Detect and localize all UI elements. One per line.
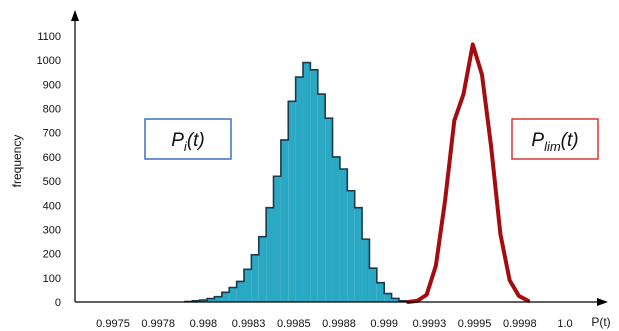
histogram-bar (207, 298, 215, 302)
y-tick-label: 400 (43, 200, 61, 212)
histogram-bar (325, 118, 333, 302)
y-tick-label: 600 (43, 152, 61, 164)
x-axis-title: P(t) (591, 315, 610, 329)
histogram-bar (221, 292, 230, 302)
histogram-bar (236, 281, 244, 302)
histogram-bar (376, 282, 385, 302)
x-tick-label: 0.999 (370, 318, 398, 330)
legend-pi-box (144, 118, 232, 160)
legend-pi-sub: i (184, 139, 188, 154)
y-tick-label: 700 (43, 128, 61, 140)
y-tick-label: 1000 (37, 55, 61, 67)
histogram-bar (347, 190, 355, 302)
legend-plim-base: P (531, 130, 544, 151)
histogram-bar (273, 176, 281, 302)
limit-curve-line (406, 42, 531, 304)
histogram-bar (369, 268, 377, 302)
axes (71, 10, 608, 306)
histogram-bars (184, 61, 408, 303)
histogram-bar (354, 207, 363, 302)
legend-plim-suffix: (t) (561, 130, 579, 151)
x-tick-label: 0.998 (190, 318, 218, 330)
x-tick-label: 0.9993 (413, 318, 447, 330)
histogram-bar (384, 293, 392, 302)
y-tick-label: 200 (43, 249, 61, 261)
histogram-outline (184, 61, 408, 303)
legend-pi-base: P (171, 130, 184, 151)
histogram-bar (280, 139, 289, 302)
y-tick-label: 300 (43, 224, 61, 236)
legend-plim-box (511, 118, 599, 160)
y-axis-arrow (71, 10, 79, 21)
y-tick-label: 500 (43, 176, 61, 188)
histogram-bar (317, 94, 326, 302)
histogram-bar (295, 77, 304, 302)
limit-curve (406, 42, 531, 304)
x-tick-label: 0.9998 (503, 318, 537, 330)
x-tick-label: 0.9983 (232, 318, 266, 330)
histogram-bar (258, 236, 267, 302)
legend-pi: Pi(t) (144, 118, 232, 160)
y-tick-label: 100 (43, 273, 61, 285)
histogram-bar (266, 207, 274, 302)
legend-plim: Plim(t) (511, 118, 599, 160)
tick-labels: 0 100 200 300 400 500 600 700 800 900 1000 1100 0.99… (37, 31, 573, 330)
histogram-bar (229, 287, 237, 302)
legend-pi-suffix: (t) (187, 130, 205, 151)
x-tick-label: 0.9985 (277, 318, 311, 330)
histogram-bar (251, 254, 259, 302)
x-tick-label: 1.0 (557, 318, 572, 330)
legend-pi-label: Pi(t) (171, 130, 205, 154)
histogram-bar (243, 269, 252, 302)
x-tick-label: 0.9988 (322, 318, 356, 330)
legend-plim-sub: lim (544, 139, 561, 154)
y-axis-title: frequency (10, 135, 24, 188)
x-axis-arrow (597, 298, 608, 306)
y-tick-label: 900 (43, 79, 61, 91)
y-tick-label: 800 (43, 104, 61, 116)
legend-plim-label: Plim(t) (531, 130, 578, 154)
x-tick-label: 0.9975 (96, 318, 130, 330)
histogram-bar (362, 239, 370, 302)
histogram-bar (339, 169, 348, 302)
x-tick-label: 0.9978 (141, 318, 175, 330)
histogram-bar (303, 62, 311, 302)
histogram-bar (214, 296, 222, 302)
histogram-bar (391, 298, 399, 302)
y-tick-label: 1100 (37, 31, 61, 43)
histogram-bar (288, 101, 296, 302)
histogram-bar (310, 69, 318, 302)
histogram-bar (332, 156, 340, 302)
histogram-bar (199, 300, 208, 302)
x-tick-label: 0.9995 (458, 318, 492, 330)
y-tick-label: 0 (55, 297, 61, 309)
